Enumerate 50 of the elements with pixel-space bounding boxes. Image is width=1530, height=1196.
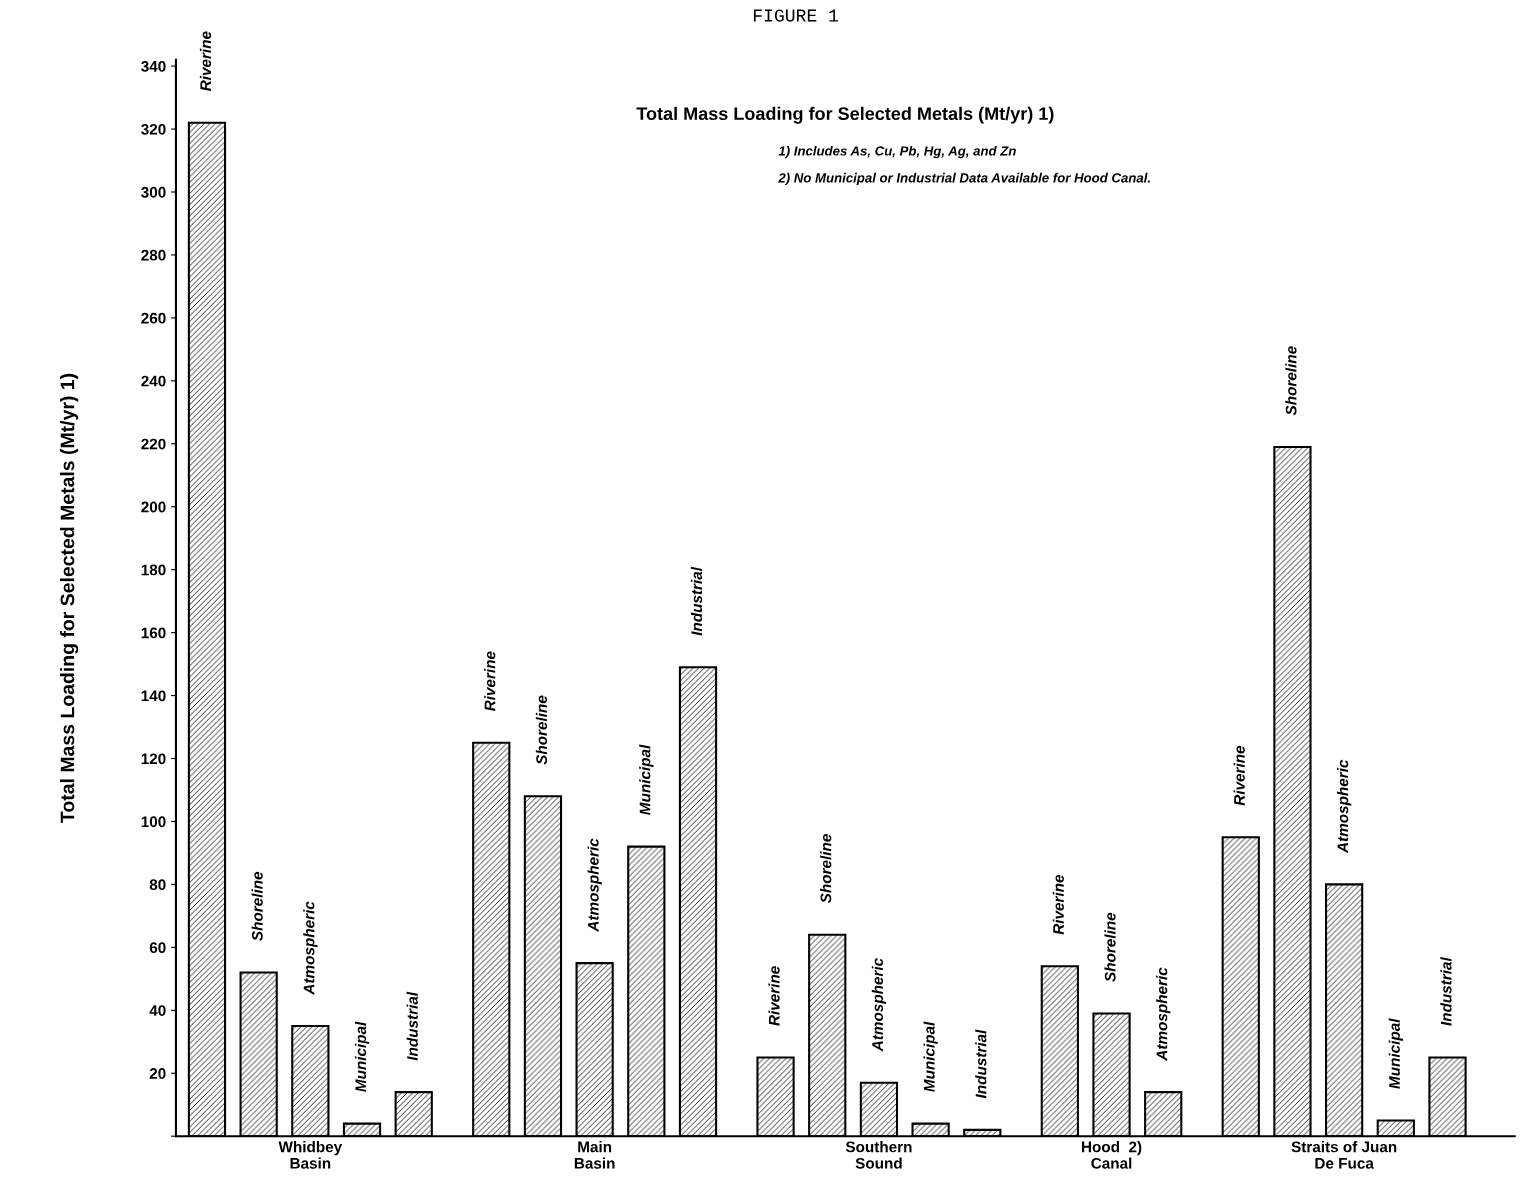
text: Municipal	[354, 1021, 370, 1092]
x-tick-label: Straits of Juan De Fuca	[1291, 1141, 1397, 1169]
text: Municipal	[923, 1021, 938, 1092]
y-tick-label: 180	[141, 564, 166, 576]
text: Riverine	[1233, 745, 1245, 806]
text: Municipal	[1388, 1018, 1403, 1089]
text: Total Mass Loading for Selected Metals (Mt/yr) 1)	[636, 106, 1054, 124]
y-tick-label: 140	[141, 690, 166, 702]
y-tick-label: 200	[141, 501, 166, 513]
text: Riverine	[768, 966, 780, 1026]
annotation: 1) Includes As, Cu, Pb, Hg, Ag, and Zn	[778, 145, 1016, 159]
y-tick-label: 100	[141, 816, 166, 828]
x-tick-label: Whidbey Basin	[278, 1141, 343, 1169]
x-tick-label: Southern Sound	[845, 1141, 912, 1169]
x-tick-label: Main Basin	[574, 1141, 615, 1169]
y-tick-label: 320	[141, 123, 166, 135]
y-tick-label: 120	[141, 753, 166, 765]
text: Riverine	[199, 31, 212, 91]
y-tick-label: 60	[149, 942, 166, 954]
text: Shoreline	[820, 834, 832, 904]
text: Atmospheric	[587, 838, 602, 932]
text: Atmospheric	[1337, 759, 1352, 854]
y-tick-label: 160	[141, 627, 166, 639]
y-tick-label: 40	[149, 1005, 166, 1016]
text: Shoreline	[535, 695, 548, 765]
text: Atmospheric	[1156, 967, 1171, 1061]
y-tick-label: 220	[141, 438, 166, 450]
text: Municipal	[639, 744, 654, 815]
text: Industrial	[406, 991, 418, 1061]
x-tick-label: Hood 2) Canal	[1082, 1141, 1142, 1169]
text: Shoreline	[1104, 912, 1116, 982]
text: Shoreline	[1285, 346, 1297, 416]
y-tick-label: 300	[141, 186, 166, 198]
text: Riverine	[484, 651, 496, 712]
annotation: 2) No Municipal or Industrial Data Available for Hood Canal.	[778, 172, 1150, 186]
y-tick-label: 260	[141, 312, 166, 324]
y-tick-label: 80	[149, 879, 166, 891]
text: Shoreline	[251, 871, 263, 941]
y-axis-title: Total Mass Loading for Selected Metals (Mt/yr) 1)	[60, 373, 79, 823]
caption: FIGURE 1	[753, 9, 839, 22]
text: Atmospheric	[303, 901, 318, 995]
text: Industrial	[690, 566, 703, 636]
y-tick-label: 20	[149, 1068, 166, 1079]
y-tick-label: 280	[141, 249, 166, 261]
text: Industrial	[1440, 957, 1452, 1026]
text: Atmospheric	[871, 958, 887, 1052]
text: Industrial	[975, 1029, 987, 1099]
y-tick-label: 340	[141, 60, 166, 72]
text: Riverine	[1052, 874, 1064, 935]
y-tick-label: 240	[141, 375, 166, 387]
